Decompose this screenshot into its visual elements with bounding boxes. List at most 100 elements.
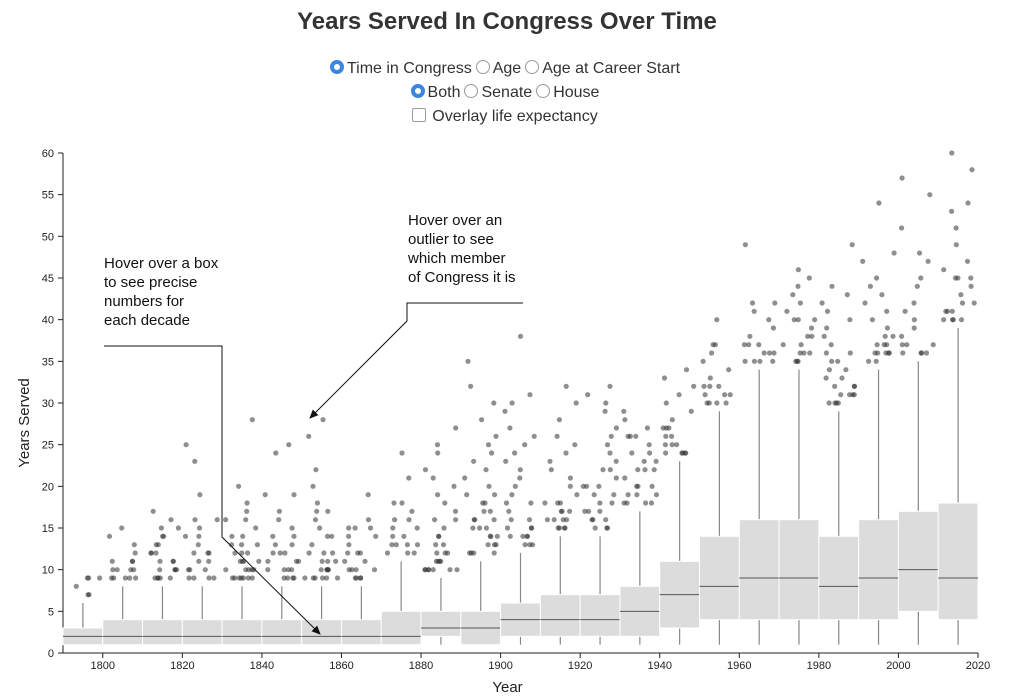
outlier-point[interactable] <box>592 525 598 531</box>
outlier-point[interactable] <box>851 383 858 389</box>
outlier-point[interactable] <box>641 458 647 464</box>
outlier-point[interactable] <box>826 367 833 373</box>
outlier-point[interactable] <box>468 383 474 389</box>
outlier-point[interactable] <box>182 533 189 539</box>
outlier-point[interactable] <box>170 558 176 564</box>
outlier-point[interactable] <box>899 225 905 231</box>
box-decade-1950[interactable] <box>699 535 740 621</box>
outlier-point[interactable] <box>483 467 489 473</box>
outlier-point[interactable] <box>493 433 499 439</box>
outlier-point[interactable] <box>653 458 659 464</box>
outlier-point[interactable] <box>452 508 459 514</box>
outlier-point[interactable] <box>716 383 722 389</box>
outlier-point[interactable] <box>491 400 497 406</box>
outlier-point[interactable] <box>691 383 697 389</box>
outlier-point[interactable] <box>702 392 708 398</box>
outlier-point[interactable] <box>609 500 615 506</box>
outlier-point[interactable] <box>726 367 732 373</box>
outlier-point[interactable] <box>239 542 245 548</box>
outlier-point[interactable] <box>346 525 352 531</box>
outlier-point[interactable] <box>434 442 441 448</box>
outlier-point[interactable] <box>607 383 613 389</box>
outlier-point[interactable] <box>86 575 92 581</box>
outlier-point[interactable] <box>635 483 641 489</box>
outlier-point[interactable] <box>709 350 715 356</box>
outlier-point[interactable] <box>663 400 669 406</box>
outlier-point[interactable] <box>333 558 339 564</box>
outlier-point[interactable] <box>964 258 971 264</box>
outlier-point[interactable] <box>793 358 799 364</box>
outlier-point[interactable] <box>613 475 619 481</box>
outlier-point[interactable] <box>507 533 513 539</box>
outlier-point[interactable] <box>256 558 262 564</box>
outlier-point[interactable] <box>613 458 619 464</box>
outlier-point[interactable] <box>832 383 838 389</box>
outlier-point[interactable] <box>808 325 815 331</box>
outlier-point[interactable] <box>401 533 407 539</box>
outlier-point[interactable] <box>551 517 557 523</box>
outlier-point[interactable] <box>172 567 178 573</box>
outlier-point[interactable] <box>653 492 660 498</box>
outlier-point[interactable] <box>899 342 905 348</box>
outlier-point[interactable] <box>642 467 648 473</box>
outlier-point[interactable] <box>851 392 857 398</box>
outlier-point[interactable] <box>797 300 804 306</box>
outlier-point[interactable] <box>129 558 135 564</box>
outlier-point[interactable] <box>770 325 777 331</box>
outlier-point[interactable] <box>839 375 845 381</box>
outlier-point[interactable] <box>175 525 181 531</box>
outlier-point[interactable] <box>663 433 669 439</box>
outlier-point[interactable] <box>959 300 966 306</box>
outlier-point[interactable] <box>310 483 316 489</box>
outlier-point[interactable] <box>563 450 569 456</box>
outlier-point[interactable] <box>314 508 320 514</box>
outlier-point[interactable] <box>927 192 933 198</box>
outlier-point[interactable] <box>517 475 523 481</box>
outlier-point[interactable] <box>157 567 163 573</box>
outlier-point[interactable] <box>106 533 113 539</box>
outlier-point[interactable] <box>714 400 720 406</box>
outlier-point[interactable] <box>223 517 229 523</box>
outlier-point[interactable] <box>289 525 295 531</box>
outlier-point[interactable] <box>511 450 518 456</box>
outlier-point[interactable] <box>447 567 453 573</box>
outlier-point[interactable] <box>320 417 326 423</box>
outlier-point[interactable] <box>953 242 959 248</box>
outlier-point[interactable] <box>807 350 813 356</box>
outlier-point[interactable] <box>916 250 923 256</box>
outlier-point[interactable] <box>453 425 459 431</box>
outlier-point[interactable] <box>844 292 850 298</box>
outlier-point[interactable] <box>941 267 947 273</box>
outlier-point[interactable] <box>312 517 319 523</box>
outlier-point[interactable] <box>547 458 553 464</box>
outlier-point[interactable] <box>629 450 635 456</box>
outlier-point[interactable] <box>900 350 906 356</box>
outlier-point[interactable] <box>597 500 603 506</box>
outlier-point[interactable] <box>829 358 835 364</box>
outlier-point[interactable] <box>480 500 486 506</box>
outlier-point[interactable] <box>114 567 120 573</box>
outlier-point[interactable] <box>470 525 476 531</box>
box-decade-1850[interactable] <box>301 619 342 646</box>
outlier-point[interactable] <box>310 575 316 581</box>
outlier-point[interactable] <box>485 542 491 548</box>
outlier-point[interactable] <box>707 383 713 389</box>
outlier-point[interactable] <box>567 475 574 481</box>
outlier-point[interactable] <box>795 267 802 273</box>
box-decade-1840[interactable] <box>261 619 303 646</box>
outlier-point[interactable] <box>214 517 220 523</box>
outlier-point[interactable] <box>109 558 115 564</box>
outlier-point[interactable] <box>635 467 641 473</box>
outlier-point[interactable] <box>325 567 331 573</box>
outlier-point[interactable] <box>625 492 631 498</box>
outlier-point[interactable] <box>798 342 804 348</box>
box-decade-1980[interactable] <box>818 535 860 621</box>
outlier-point[interactable] <box>621 408 627 414</box>
box-decade-1960[interactable] <box>738 519 780 621</box>
outlier-point[interactable] <box>491 550 497 556</box>
outlier-point[interactable] <box>414 525 420 531</box>
outlier-point[interactable] <box>556 525 563 531</box>
outlier-point[interactable] <box>373 533 379 539</box>
outlier-point[interactable] <box>211 575 217 581</box>
outlier-point[interactable] <box>611 492 617 498</box>
